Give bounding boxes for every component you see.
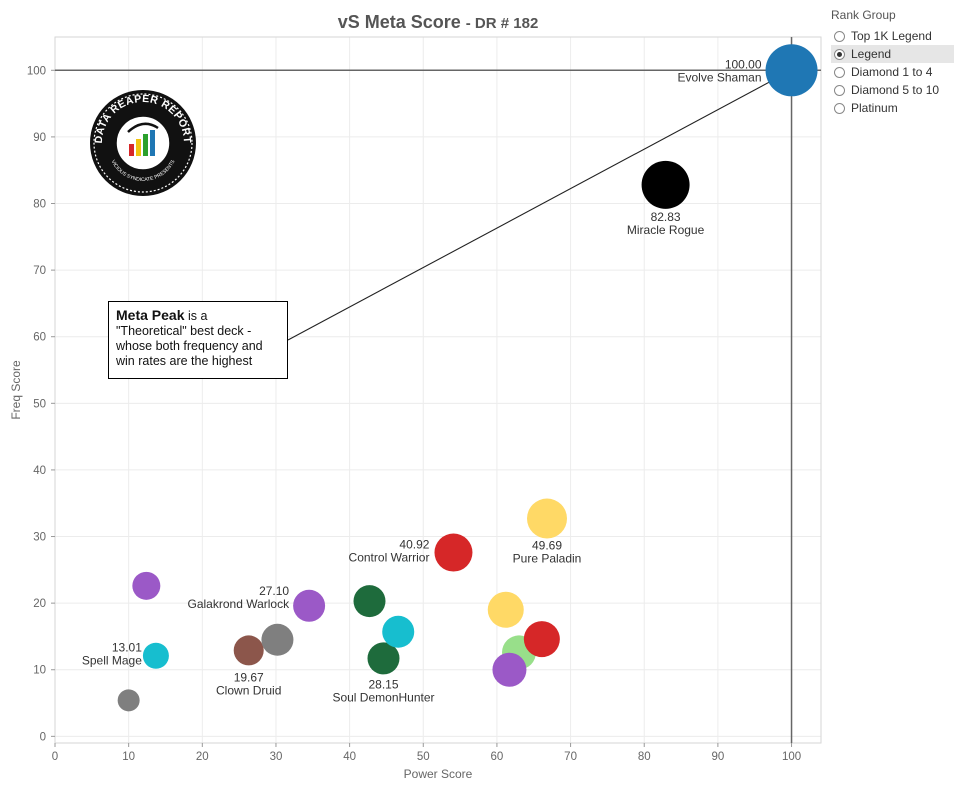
radio-icon — [834, 66, 845, 78]
x-tick-label: 90 — [711, 751, 724, 763]
x-axis-title: Power Score — [404, 767, 473, 781]
callout-line1: is a — [184, 309, 208, 323]
x-tick-label: 60 — [491, 751, 504, 763]
data-label-name: Soul DemonHunter — [332, 690, 434, 704]
data-point — [293, 589, 326, 622]
data-label-value: 27.10 — [259, 584, 289, 598]
y-tick-label: 90 — [33, 132, 46, 144]
x-tick-label: 10 — [122, 751, 135, 763]
data-point — [132, 571, 161, 600]
x-tick-label: 20 — [196, 751, 209, 763]
legend-item-label: Diamond 1 to 4 — [851, 65, 933, 79]
chart-title: vS Meta Score - DR # 182 — [55, 12, 821, 33]
y-tick-label: 0 — [40, 731, 46, 743]
legend-item-top1k[interactable]: Top 1K Legend — [831, 27, 954, 45]
x-tick-label: 80 — [638, 751, 651, 763]
data-point — [261, 623, 294, 656]
data-point — [487, 591, 524, 628]
y-tick-label: 30 — [33, 532, 46, 544]
callout-line4: win rates are the highest — [116, 354, 253, 368]
radio-selected-icon — [834, 48, 845, 60]
y-tick-label: 10 — [33, 665, 46, 677]
data-point — [367, 642, 400, 675]
y-tick-label: 100 — [27, 65, 46, 77]
meta-peak-arrow — [287, 70, 791, 341]
callout-line3: whose both frequency and — [116, 339, 263, 353]
data-point — [527, 498, 568, 539]
legend-item-label: Diamond 5 to 10 — [851, 83, 940, 97]
legend-item-diamond-5-10[interactable]: Diamond 5 to 10 — [831, 81, 954, 99]
legend-item-label: Platinum — [851, 101, 898, 115]
x-tick-label: 50 — [417, 751, 430, 763]
legend-item-diamond-1-4[interactable]: Diamond 1 to 4 — [831, 63, 954, 81]
data-point — [142, 642, 169, 669]
data-point — [492, 652, 527, 687]
data-label-name: Miracle Rogue — [627, 223, 705, 237]
radio-icon — [834, 30, 845, 42]
y-tick-label: 50 — [33, 398, 46, 410]
data-point — [353, 585, 386, 618]
y-tick-label: 20 — [33, 598, 46, 610]
y-tick-label: 70 — [33, 265, 46, 277]
callout-line2: "Theoretical" best deck - — [116, 324, 252, 338]
data-label-name: Spell Mage — [82, 654, 142, 668]
data-point — [765, 44, 818, 97]
data-label-name: Evolve Shaman — [677, 70, 761, 84]
data-label-value: 100.00 — [725, 57, 762, 71]
data-point — [117, 689, 140, 712]
legend-item-legend[interactable]: Legend — [831, 45, 954, 63]
callout-bold: Meta Peak — [116, 307, 185, 323]
logo-seal: DATA REAPER REPORT VICIOUS SYNDICATE PRE… — [90, 90, 196, 196]
data-label-value: 19.67 — [234, 670, 264, 684]
x-tick-label: 100 — [782, 751, 801, 763]
data-point — [523, 621, 560, 658]
legend-item-label: Legend — [851, 47, 892, 61]
y-tick-label: 60 — [33, 332, 46, 344]
x-tick-label: 70 — [564, 751, 577, 763]
data-reaper-logo: DATA REAPER REPORT VICIOUS SYNDICATE PRE… — [88, 88, 198, 198]
chart-title-sub: - DR # 182 — [465, 15, 539, 32]
rank-group-legend: Rank Group Top 1K Legend Legend Diamond … — [831, 8, 954, 117]
y-tick-label: 40 — [33, 465, 46, 477]
data-label-name: Control Warrior — [349, 551, 430, 565]
data-label-value: 28.15 — [368, 677, 398, 691]
data-point — [641, 160, 690, 209]
legend-title: Rank Group — [831, 8, 896, 22]
x-tick-label: 30 — [270, 751, 283, 763]
data-label-value: 82.83 — [651, 210, 681, 224]
x-tick-label: 0 — [52, 751, 58, 763]
chart-title-main: vS Meta Score — [337, 12, 461, 32]
data-label-name: Clown Druid — [216, 683, 281, 697]
legend-item-platinum[interactable]: Platinum — [831, 99, 954, 117]
legend-item-label: Top 1K Legend — [851, 29, 932, 43]
data-label-value: 40.92 — [399, 538, 429, 552]
y-axis-title: Freq Score — [9, 360, 23, 420]
data-point — [434, 533, 473, 572]
meta-peak-callout: Meta Peak is a "Theoretical" best deck -… — [108, 301, 288, 379]
data-label-name: Pure Paladin — [513, 552, 582, 566]
y-tick-label: 80 — [33, 199, 46, 211]
plot-area — [54, 36, 822, 744]
data-point — [382, 615, 415, 648]
data-point — [233, 635, 264, 666]
data-label-value: 49.69 — [532, 539, 562, 553]
x-tick-label: 40 — [343, 751, 356, 763]
data-label-name: Galakrond Warlock — [188, 597, 291, 611]
radio-icon — [834, 84, 845, 96]
data-label-value: 13.01 — [112, 641, 142, 655]
radio-icon — [834, 102, 845, 114]
